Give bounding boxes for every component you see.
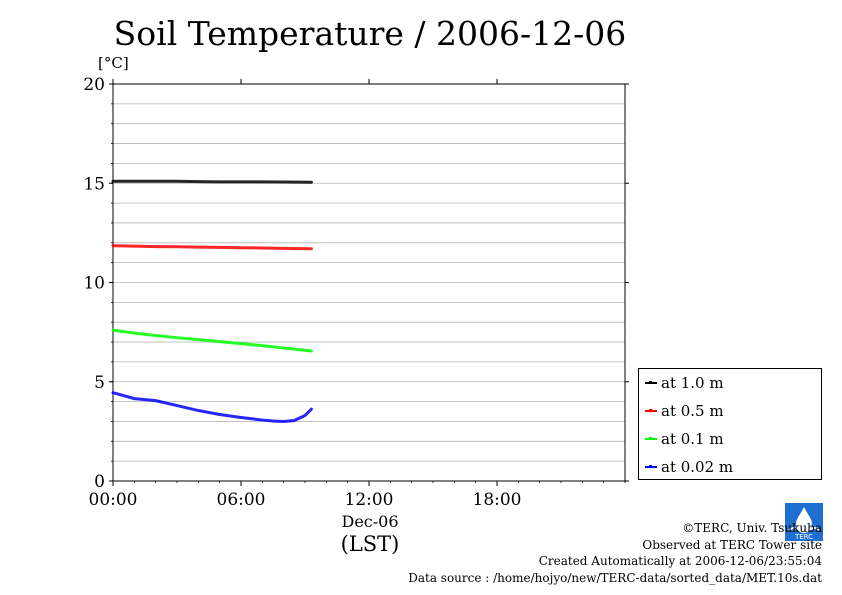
credit-copyright: ©TERC, Univ. Tsukuba bbox=[682, 521, 822, 535]
legend-label: at 1.0 m bbox=[661, 374, 724, 392]
x-tick-label: 18:00 bbox=[473, 490, 522, 510]
legend-swatch bbox=[645, 465, 657, 468]
legend-item-01m: at 0.1 m bbox=[645, 429, 724, 449]
credits: ©TERC, Univ. Tsukuba Observed at TERC To… bbox=[408, 520, 822, 586]
chart-legend: at 1.0 m at 0.5 m at 0.1 m at 0.02 m bbox=[638, 368, 822, 480]
y-tick-label: 20 bbox=[83, 75, 105, 95]
x-axis-title: (LST) bbox=[340, 532, 400, 556]
credit-observed: Observed at TERC Tower site bbox=[642, 537, 822, 552]
plot-frame bbox=[112, 83, 626, 482]
series-line bbox=[111, 328, 313, 353]
legend-item-002m: at 0.02 m bbox=[645, 457, 733, 477]
legend-swatch bbox=[645, 381, 657, 384]
legend-item-1m: at 1.0 m bbox=[645, 373, 724, 393]
terc-logo-icon: TERC bbox=[785, 503, 823, 541]
legend-swatch bbox=[645, 437, 657, 440]
y-tick-label: 15 bbox=[83, 174, 105, 194]
legend-item-05m: at 0.5 m bbox=[645, 401, 724, 421]
legend-label: at 0.1 m bbox=[661, 430, 724, 448]
x-tick-label: 12:00 bbox=[345, 490, 394, 510]
series-line bbox=[111, 391, 313, 423]
chart-title: Soil Temperature / 2006-12-06 bbox=[113, 14, 627, 53]
y-tick-label: 10 bbox=[83, 274, 105, 294]
y-axis-unit: [°C] bbox=[98, 54, 129, 72]
credit-created: Created Automatically at 2006-12-06/23:5… bbox=[538, 554, 822, 568]
svg-text:TERC: TERC bbox=[794, 533, 813, 541]
series-line bbox=[111, 179, 313, 184]
credit-source: Data source : /home/hojyo/new/TERC-data/… bbox=[408, 570, 822, 585]
y-tick-label: 0 bbox=[94, 472, 105, 492]
legend-label: at 0.5 m bbox=[661, 402, 724, 420]
x-axis-date-label: Dec-06 bbox=[341, 512, 399, 531]
legend-label: at 0.02 m bbox=[661, 458, 734, 476]
y-tick-label: 5 bbox=[94, 373, 105, 393]
x-tick-label: 00:00 bbox=[89, 490, 138, 510]
series-line bbox=[111, 244, 313, 251]
x-tick-label: 06:00 bbox=[217, 490, 266, 510]
legend-swatch bbox=[645, 409, 657, 412]
